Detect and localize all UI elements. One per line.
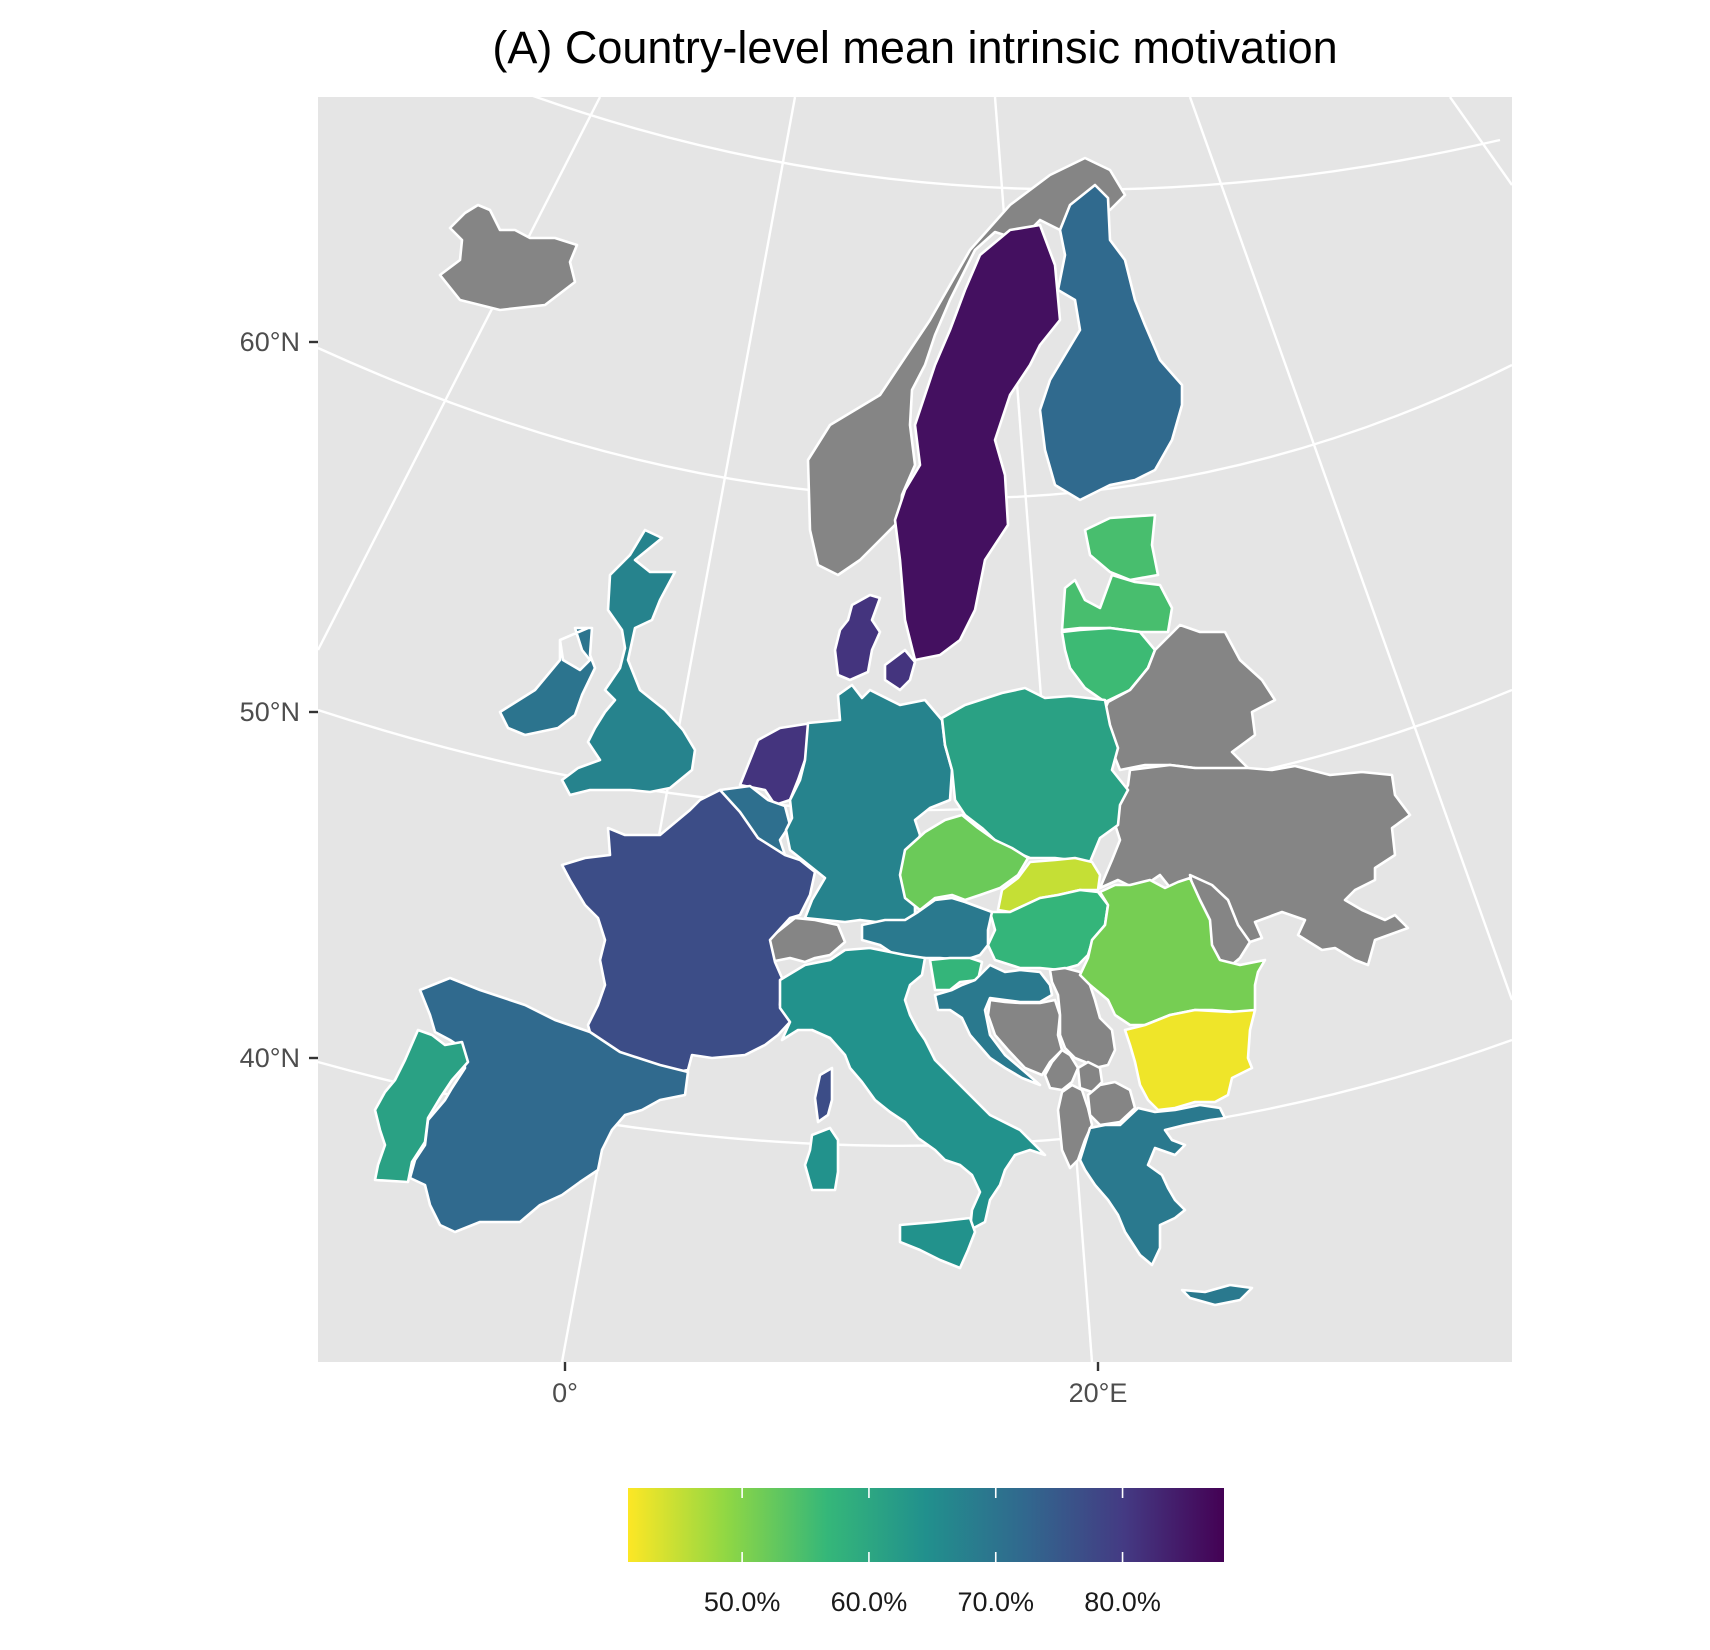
country-denmark[interactable] xyxy=(833,593,882,682)
y-tick-label-60n: 60°N xyxy=(240,327,300,357)
country-finland[interactable] xyxy=(1038,183,1184,502)
country-corsica[interactable] xyxy=(813,1066,834,1124)
legend-label-80: 80.0% xyxy=(1084,1587,1161,1617)
graticule-meridian-30e xyxy=(1449,97,1512,186)
country-denmark-zealand[interactable] xyxy=(883,648,917,692)
country-greece[interactable] xyxy=(1078,1103,1227,1267)
country-spain[interactable] xyxy=(408,976,690,1234)
country-bulgaria[interactable] xyxy=(1123,1008,1257,1112)
legend-tick-labels: 50.0% 60.0% 70.0% 80.0% xyxy=(704,1587,1161,1617)
country-sweden[interactable] xyxy=(893,223,1062,662)
legend-colorbar xyxy=(628,1488,1224,1562)
country-north-macedonia[interactable] xyxy=(1086,1080,1137,1127)
graticule-meridian-20e xyxy=(1188,97,1512,1001)
x-tick-label-20e: 20°E xyxy=(1069,1378,1128,1408)
legend-label-70: 70.0% xyxy=(957,1587,1034,1617)
y-tick-label-40n: 40°N xyxy=(240,1043,300,1073)
graticule-meridian-10w xyxy=(318,97,602,651)
y-tick-label-50n: 50°N xyxy=(240,697,300,727)
country-romania[interactable] xyxy=(1078,876,1267,1027)
graticule-parallel-50n xyxy=(318,688,1512,812)
country-sicily[interactable] xyxy=(898,1216,977,1270)
country-iceland[interactable] xyxy=(438,203,579,312)
country-albania[interactable] xyxy=(1056,1083,1094,1170)
country-latvia[interactable] xyxy=(1060,573,1174,634)
country-poland[interactable] xyxy=(940,686,1130,864)
x-tick-label-0: 0° xyxy=(552,1378,578,1408)
country-belarus[interactable] xyxy=(1098,623,1277,772)
x-axis: 0° 20°E xyxy=(552,1362,1127,1408)
legend-label-60: 60.0% xyxy=(831,1587,908,1617)
country-uk[interactable] xyxy=(560,528,697,797)
country-croatia[interactable] xyxy=(933,963,1054,1087)
country-ireland[interactable] xyxy=(498,626,597,737)
country-czechia[interactable] xyxy=(898,813,1030,912)
country-estonia[interactable] xyxy=(1083,513,1160,582)
legend: 50.0% 60.0% 70.0% 80.0% xyxy=(628,1488,1224,1617)
graticule-parallel-70n xyxy=(532,97,1501,191)
legend-ticks xyxy=(741,1488,1124,1562)
legend-label-50: 50.0% xyxy=(704,1587,781,1617)
country-sardinia[interactable] xyxy=(803,1126,840,1192)
country-crete[interactable] xyxy=(1180,1283,1254,1307)
country-layer xyxy=(373,156,1412,1307)
country-italy[interactable] xyxy=(778,946,1047,1232)
map-title: (A) Country-level mean intrinsic motivat… xyxy=(492,22,1337,73)
country-portugal[interactable] xyxy=(373,1028,470,1184)
y-axis: 60°N 50°N 40°N xyxy=(240,327,318,1073)
